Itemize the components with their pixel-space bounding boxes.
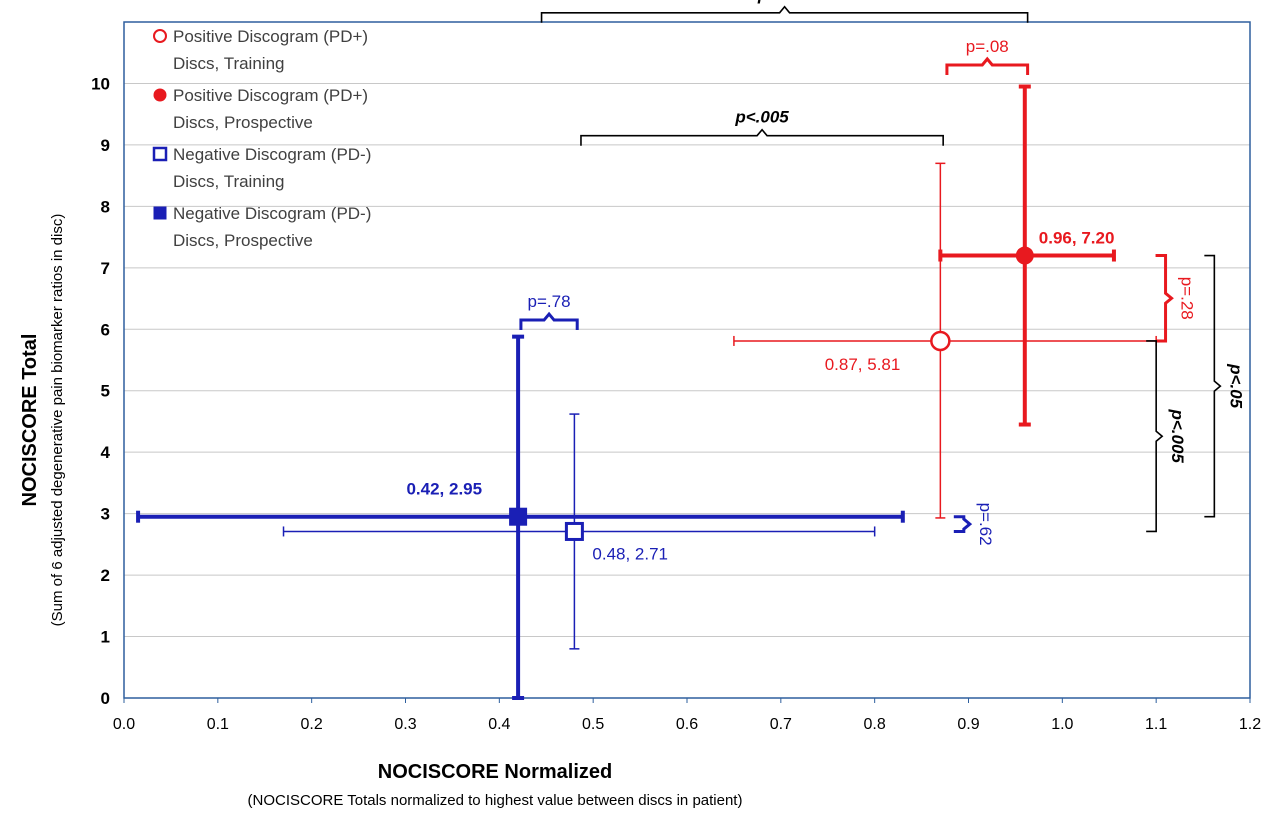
x-tick-label: 0.3 — [394, 716, 416, 733]
series-filled-circle: 0.96, 7.20 — [938, 84, 1116, 427]
legend-entry: Negative Discogram (PD-) Discs, Prospecti… — [153, 204, 371, 250]
bracket-line — [580, 128, 944, 146]
significance-bracket: p<.05 — [1204, 254, 1245, 518]
data-label: 0.87, 5.81 — [825, 355, 901, 374]
x-tick-label: 1.1 — [1145, 716, 1167, 733]
series-open-circle: 0.87, 5.81 — [733, 162, 1157, 519]
data-label: 0.42, 2.95 — [406, 480, 482, 499]
legend-entry: Negative Discogram (PD-) Discs, Training — [152, 145, 371, 191]
legend-label-line1: Positive Discogram (PD+) — [173, 27, 368, 46]
legend-marker — [152, 146, 168, 162]
x-axis-title: NOCISCORE Normalized — [378, 761, 612, 783]
y-tick-label: 10 — [91, 74, 110, 93]
series-filled-square: 0.42, 2.95 — [136, 334, 905, 700]
y-tick-label: 9 — [101, 136, 110, 155]
bracket-line — [1204, 254, 1222, 518]
x-tick-label: 0.0 — [113, 716, 135, 733]
legend-marker — [153, 88, 167, 102]
y-tick-label: 3 — [101, 505, 110, 524]
annotations-layer: p<.005 p=.08 p<.005 p=.78 p=.28 p<.005 p<.05 p=… — [519, 0, 1245, 546]
x-tick-label: 1.0 — [1051, 716, 1073, 733]
y-tick-label: 0 — [101, 689, 110, 708]
y-tick-label: 1 — [101, 628, 110, 647]
series-layer: 0.87, 5.81 0.96, 7.20 0.48, 2.71 0.42, 2.95 — [136, 84, 1157, 700]
y-tick-label: 8 — [101, 197, 110, 216]
legend-label-line2: Discs, Training — [173, 172, 284, 191]
bracket-line — [953, 515, 973, 533]
data-point — [509, 507, 528, 526]
significance-bracket: p<.005 — [540, 0, 1029, 23]
bracket-label: p<.005 — [1168, 409, 1187, 464]
legend-label-line1: Negative Discogram (PD-) — [173, 145, 371, 164]
significance-bracket: p=.78 — [519, 292, 579, 331]
bracket-label: p=.78 — [528, 292, 571, 311]
data-label: 0.48, 2.71 — [592, 544, 668, 563]
x-tick-label: 0.5 — [582, 716, 604, 733]
significance-bracket: p=.62 — [953, 503, 995, 546]
bracket-line — [519, 311, 579, 331]
x-axis-subtitle: (NOCISCORE Totals normalized to highest … — [248, 792, 743, 809]
y-axis-title: NOCISCORE Total — [19, 334, 41, 507]
x-tick-label: 1.2 — [1239, 716, 1261, 733]
legend-label-line2: Discs, Training — [173, 54, 284, 73]
y-tick-label: 7 — [101, 259, 110, 278]
significance-bracket: p<.005 — [580, 108, 944, 146]
x-tick-label: 0.6 — [676, 716, 698, 733]
data-point — [564, 521, 584, 541]
significance-bracket: p<.005 — [1146, 340, 1187, 533]
bracket-line — [540, 5, 1029, 23]
bracket-line — [1146, 340, 1164, 533]
y-tick-label: 6 — [101, 320, 110, 339]
bracket-label: p<.005 — [757, 0, 812, 4]
bracket-label: p=.62 — [976, 503, 995, 546]
y-tick-label: 5 — [101, 382, 110, 401]
legend-label-line1: Positive Discogram (PD+) — [173, 86, 368, 105]
x-tick-label: 0.9 — [957, 716, 979, 733]
bracket-line — [945, 56, 1030, 76]
y-tick-label: 2 — [101, 566, 110, 585]
legend-label-line2: Discs, Prospective — [173, 231, 313, 250]
tick-labels: 0 1 2 3 4 5 6 7 8 9 10 0.0 0.1 0.2 0.3 0.4 0.5 0.6 0.7 0.8 0… — [91, 74, 1261, 733]
bracket-label: p<.005 — [734, 108, 789, 127]
x-tick-label: 0.7 — [770, 716, 792, 733]
data-label: 0.96, 7.20 — [1039, 229, 1115, 248]
legend-entry: Positive Discogram (PD+) Discs, Prospecti… — [153, 86, 368, 132]
x-tick-label: 0.4 — [488, 716, 510, 733]
bracket-line — [1155, 254, 1174, 343]
legend-label-line2: Discs, Prospective — [173, 113, 313, 132]
bracket-label: p<.05 — [1226, 363, 1245, 408]
bracket-label: p=.08 — [966, 37, 1009, 56]
legend: Positive Discogram (PD+)Discs, TrainingP… — [152, 27, 371, 250]
bracket-label: p=.28 — [1178, 277, 1197, 320]
data-point — [930, 330, 951, 352]
y-tick-label: 4 — [101, 443, 111, 462]
y-axis-subtitle: (Sum of 6 adjusted degenerative pain bio… — [49, 214, 66, 627]
legend-entry: Positive Discogram (PD+) Discs, Training — [153, 27, 368, 73]
significance-bracket: p=.08 — [945, 37, 1030, 76]
x-tick-label: 0.2 — [301, 716, 323, 733]
series-open-square: 0.48, 2.71 — [282, 413, 876, 650]
significance-bracket: p=.28 — [1155, 254, 1197, 343]
legend-marker — [153, 206, 167, 220]
data-point — [1015, 246, 1034, 265]
x-tick-label: 0.8 — [864, 716, 886, 733]
x-tick-label: 0.1 — [207, 716, 229, 733]
legend-label-line1: Negative Discogram (PD-) — [173, 204, 371, 223]
legend-marker — [153, 29, 167, 43]
